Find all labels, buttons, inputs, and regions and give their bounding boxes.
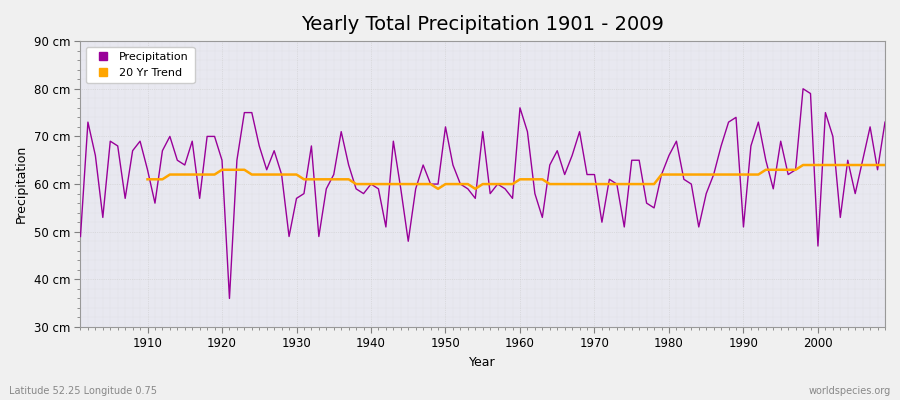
Text: worldspecies.org: worldspecies.org xyxy=(809,386,891,396)
X-axis label: Year: Year xyxy=(470,356,496,369)
Y-axis label: Precipitation: Precipitation xyxy=(15,145,28,223)
Text: Latitude 52.25 Longitude 0.75: Latitude 52.25 Longitude 0.75 xyxy=(9,386,157,396)
Legend: Precipitation, 20 Yr Trend: Precipitation, 20 Yr Trend xyxy=(86,47,194,83)
Title: Yearly Total Precipitation 1901 - 2009: Yearly Total Precipitation 1901 - 2009 xyxy=(302,15,664,34)
